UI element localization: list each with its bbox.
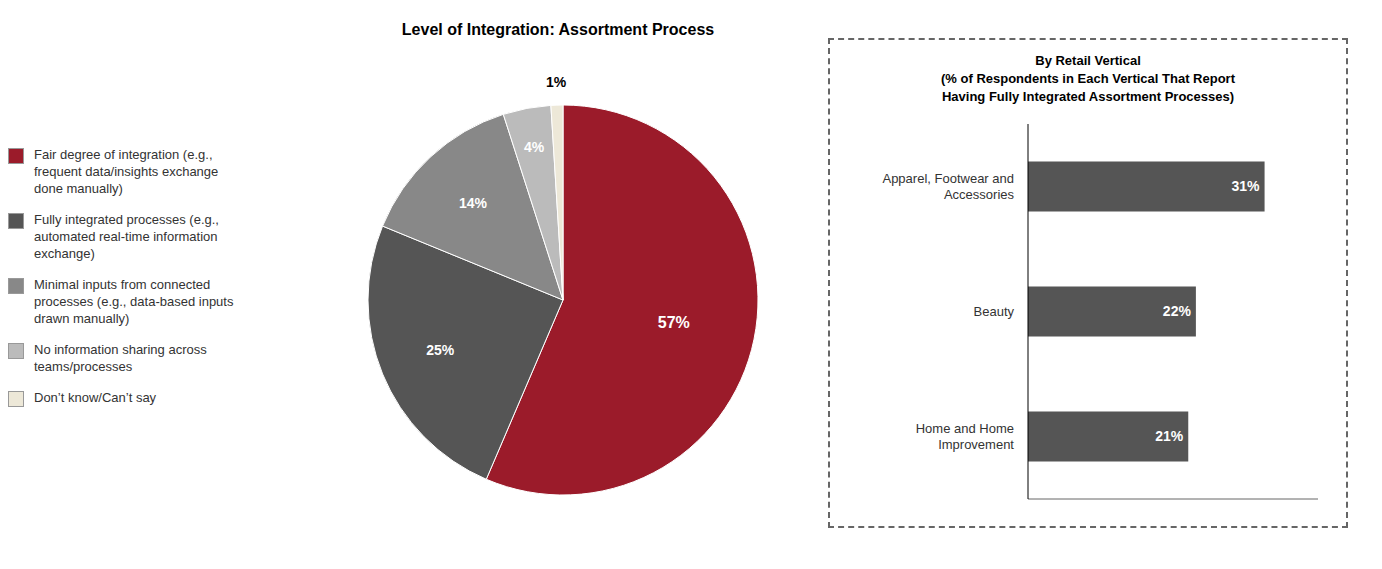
svg-text:4%: 4%	[524, 139, 545, 155]
svg-text:22%: 22%	[1163, 303, 1192, 319]
svg-text:21%: 21%	[1155, 428, 1184, 444]
html-text:Level of Integration: Assortme: Level of Integration: Assortment Process	[401, 21, 715, 38]
svg-text:Home and HomeImprovement: Home and HomeImprovement	[916, 421, 1015, 452]
svg-text:25%: 25%	[426, 342, 455, 358]
html-text:Minimal inputs from connected: Minimal inputs from connected processes …	[34, 276, 234, 326]
svg-text:57%: 57%	[658, 314, 690, 331]
svg-text:1%: 1%	[546, 74, 567, 90]
html-text:Fair degree of integration (e.: Fair degree of integration (e.g., freque…	[34, 146, 219, 196]
svg-text:Beauty: Beauty	[974, 304, 1015, 319]
html-text:By Retail Vertical (% of Respo: By Retail Vertical (% of Respondents in …	[941, 53, 1235, 104]
svg-text:Apparel, Footwear andAccessori: Apparel, Footwear andAccessories	[882, 171, 1014, 202]
html-text:No information sharing across: No information sharing across teams/proc…	[34, 341, 207, 374]
svg-text:31%: 31%	[1232, 178, 1261, 194]
html-text:Don’t know/Can’t say: Don’t know/Can’t say	[34, 389, 157, 405]
html-text:Fully integrated processes (e.: Fully integrated processes (e.g., automa…	[34, 211, 219, 261]
svg-text:14%: 14%	[459, 195, 488, 211]
